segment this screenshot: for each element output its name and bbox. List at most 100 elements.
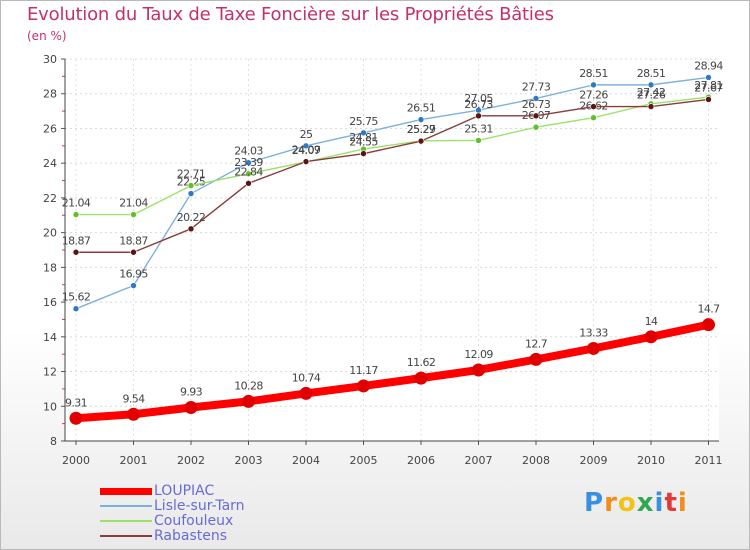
data-point xyxy=(245,180,252,187)
x-tick-label: 2002 xyxy=(177,454,205,467)
data-point xyxy=(184,400,198,414)
x-tick-label: 2007 xyxy=(465,454,493,467)
data-point xyxy=(532,95,540,102)
data-label: 16.95 xyxy=(119,268,148,281)
data-label: 21.04 xyxy=(62,197,91,210)
y-tick-label: 22 xyxy=(43,192,57,205)
data-point xyxy=(302,158,310,165)
data-label: 14.7 xyxy=(697,303,720,316)
logo-letter: x xyxy=(636,488,655,518)
y-tick-label: 28 xyxy=(43,88,57,101)
data-label: 15.62 xyxy=(62,291,91,304)
data-label: 22.71 xyxy=(177,168,206,181)
data-label: 22.25 xyxy=(177,176,206,189)
data-point xyxy=(72,305,80,312)
data-label: 21.04 xyxy=(119,197,148,210)
data-label: 27.05 xyxy=(464,92,493,105)
data-label: 27.81 xyxy=(694,79,723,92)
x-tick-label: 2005 xyxy=(350,454,378,467)
data-label: 27.73 xyxy=(522,80,551,93)
series-lisle-sur-tarn: 15.62 16.95 22.25 24.03 25 25.75 26.51 27.05 27.… xyxy=(62,59,724,312)
logo-letter: r xyxy=(604,488,618,518)
series-line-rabastens xyxy=(75,98,710,253)
data-label: 23.39 xyxy=(234,156,263,169)
data-label: 26.73 xyxy=(464,98,493,111)
data-label: 22.84 xyxy=(234,165,263,178)
y-tick-label: 16 xyxy=(43,296,57,309)
y-tick-label: 26 xyxy=(43,122,57,135)
data-label: 10.28 xyxy=(234,379,263,392)
data-point xyxy=(705,74,712,81)
y-tick-label: 12 xyxy=(43,366,57,379)
series-line-coufouleux xyxy=(75,96,710,216)
y-tick-label: 14 xyxy=(43,331,57,344)
data-point xyxy=(529,352,543,366)
data-point xyxy=(245,170,252,178)
data-label: 24.81 xyxy=(349,131,378,144)
legend-label: Rabastens xyxy=(154,528,228,544)
data-point xyxy=(187,225,195,233)
data-label: 18.87 xyxy=(119,234,148,247)
data-label: 27.42 xyxy=(637,86,666,99)
data-label: 26.51 xyxy=(407,102,436,115)
data-point xyxy=(69,411,83,425)
legend-swatch xyxy=(100,520,152,522)
data-point xyxy=(702,318,715,332)
y-tick-label: 30 xyxy=(43,53,57,66)
data-point xyxy=(357,379,370,393)
data-point xyxy=(647,103,655,110)
series-loupiac: 9.31 9.54 9.93 10.28 10.74 11.17 11.62 12.09 12.… xyxy=(65,303,721,425)
legend-label: Coufouleux xyxy=(154,513,234,529)
data-point xyxy=(472,363,485,377)
data-point xyxy=(590,114,597,121)
data-point xyxy=(242,394,255,408)
logo-letter: t xyxy=(664,488,678,518)
legend-label: Lisle-sur-Tarn xyxy=(154,498,245,514)
data-label: 27.26 xyxy=(637,89,666,102)
x-tick-label: 2000 xyxy=(62,454,90,467)
data-label: 24.55 xyxy=(349,136,378,149)
data-label: 9.93 xyxy=(180,385,203,398)
data-label: 25 xyxy=(300,128,313,141)
data-point xyxy=(130,248,137,256)
y-tick-label: 8 xyxy=(50,435,57,448)
x-tick-label: 2009 xyxy=(580,454,608,467)
data-label: 9.54 xyxy=(122,392,145,405)
data-point xyxy=(705,96,712,103)
data-label: 24.03 xyxy=(234,145,263,158)
x-tick-label: 2011 xyxy=(695,454,723,467)
data-point xyxy=(590,103,597,110)
data-point xyxy=(417,137,425,145)
legend-swatch xyxy=(100,505,152,507)
chart-title: Evolution du Taux de Taxe Foncière sur l… xyxy=(27,4,554,25)
data-label: 12.7 xyxy=(525,337,548,350)
data-label: 28.51 xyxy=(637,67,666,80)
y-tick-label: 20 xyxy=(43,227,57,240)
data-point xyxy=(647,81,655,89)
data-label: 18.87 xyxy=(62,234,91,247)
logo-letter: i xyxy=(677,488,688,518)
data-point xyxy=(72,248,80,256)
proxiti-logo: Proxiti xyxy=(584,488,688,518)
x-tick-label: 2003 xyxy=(235,454,263,467)
data-label: 20.22 xyxy=(177,211,206,224)
logo-letter: o xyxy=(617,488,637,518)
data-point xyxy=(72,211,80,218)
data-label: 28.94 xyxy=(694,59,723,72)
data-label: 25.27 xyxy=(407,123,436,136)
data-point xyxy=(299,386,313,400)
legend-label: LOUPIAC xyxy=(154,483,215,499)
data-point xyxy=(127,407,140,421)
data-point xyxy=(360,150,367,157)
data-point xyxy=(590,81,597,89)
data-label: 25.31 xyxy=(464,122,493,135)
data-label: 24.09 xyxy=(292,144,321,157)
logo-letter: i xyxy=(654,488,665,518)
data-point xyxy=(475,112,482,120)
data-point xyxy=(475,137,482,144)
y-tick-label: 10 xyxy=(43,400,57,413)
data-point xyxy=(187,182,195,189)
data-label: 10.74 xyxy=(292,371,321,384)
data-label: 27.26 xyxy=(579,89,608,102)
